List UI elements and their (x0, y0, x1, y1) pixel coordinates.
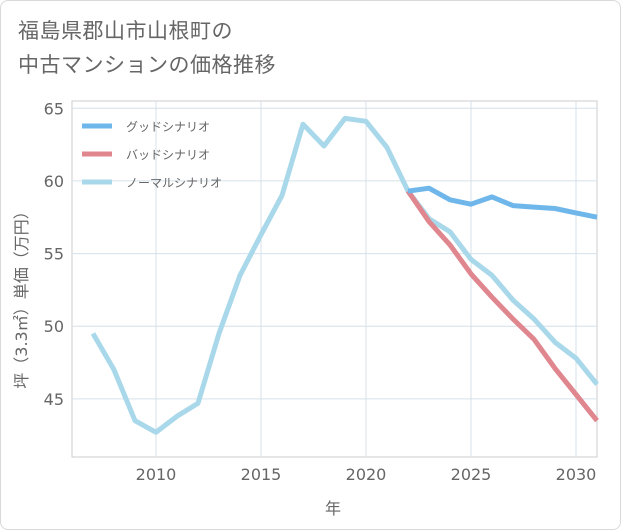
x-axis-title: 年 (325, 499, 341, 518)
series-layer (90, 115, 599, 435)
series-line-2 (90, 115, 599, 435)
x-tick-label: 2010 (136, 465, 177, 484)
chart-title: 福島県郡山市山根町の 中古マンションの価格推移 (18, 19, 276, 77)
y-tick-label: 55 (44, 245, 64, 264)
y-tick-label: 65 (44, 99, 64, 118)
x-tick-labels: 2010 2015 2020 2025 2030 (136, 465, 597, 484)
plot-area (71, 100, 598, 458)
y-axis-title: 坪（3.3㎡）単価（万円） (12, 203, 31, 388)
y-tick-label: 50 (44, 317, 64, 336)
y-tick-label: 45 (44, 390, 64, 409)
legend-label: ノーマルシナリオ (126, 176, 222, 190)
x-tick-label: 2030 (556, 465, 597, 484)
legend-label: グッドシナリオ (126, 120, 210, 134)
series-line-0 (407, 185, 598, 220)
legend-label: バッドシナリオ (126, 148, 210, 162)
y-tick-labels: 45 50 55 60 65 (44, 99, 64, 409)
x-tick-label: 2020 (346, 465, 387, 484)
x-tick-label: 2015 (241, 465, 282, 484)
grid-lines (72, 101, 597, 457)
x-tick-label: 2025 (451, 465, 492, 484)
series-line-1 (405, 189, 599, 423)
y-tick-label: 60 (44, 172, 64, 191)
